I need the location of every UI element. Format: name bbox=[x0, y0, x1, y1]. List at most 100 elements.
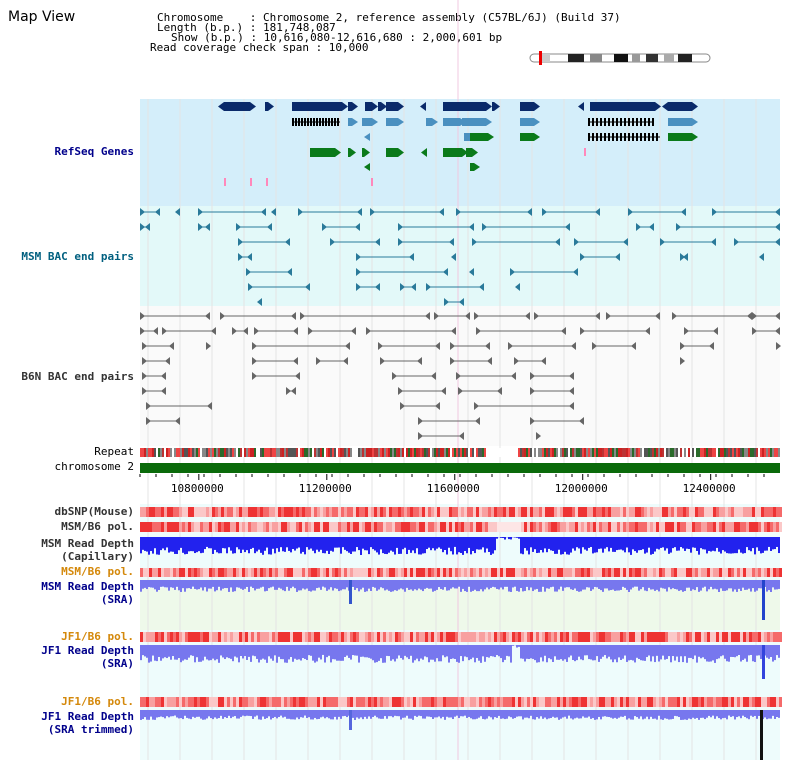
jf1-depth-trimmed bbox=[630, 710, 632, 720]
jf1-b6-pol-strip-1 bbox=[371, 632, 374, 642]
msm-b6-pol-label-2[interactable]: MSM/B6 pol. bbox=[61, 565, 134, 578]
jf1-depth-trimmed bbox=[240, 710, 242, 717]
msm-depth-sra-label[interactable]: MSM Read Depth bbox=[41, 580, 134, 593]
gene-arrow bbox=[534, 102, 540, 111]
msm-depth-sra bbox=[546, 580, 548, 589]
msm-bac-track-label[interactable]: MSM BAC end pairs bbox=[21, 250, 134, 263]
jf1-b6-pol-strip-1 bbox=[566, 632, 569, 642]
msm-b6-pol-strip-2 bbox=[167, 568, 170, 577]
jf1-depth-sra bbox=[214, 645, 216, 661]
msm-depth-capillary bbox=[640, 537, 642, 551]
dbsnp-strip bbox=[599, 507, 602, 517]
msm-depth-capillary bbox=[550, 537, 552, 551]
repeat-segment bbox=[714, 448, 716, 457]
jf1-depth-trimmed bbox=[298, 710, 300, 720]
jf1-b6-pol-strip-1 bbox=[338, 632, 341, 642]
jf1-depth-sra bbox=[704, 645, 706, 660]
repeat-segment bbox=[450, 448, 452, 457]
jf1-depth-sra bbox=[338, 645, 340, 661]
dbsnp-strip bbox=[596, 507, 599, 517]
msm-b6-pol-strip-2 bbox=[191, 568, 194, 577]
jf1-depth-sra-label[interactable]: JF1 Read Depth bbox=[41, 644, 134, 657]
repeat-segment bbox=[620, 448, 622, 457]
msm-b6-pol-strip-2 bbox=[752, 568, 755, 577]
jf1-depth-trimmed bbox=[202, 710, 204, 720]
msm-b6-pol-strip bbox=[539, 522, 542, 532]
msm-depth-sra bbox=[636, 580, 638, 587]
jf1-depth-sra bbox=[430, 645, 432, 660]
jf1-b6-pol-strip-2 bbox=[185, 697, 188, 707]
repeat-segment bbox=[208, 448, 210, 457]
jf1-depth-trimmed bbox=[506, 710, 508, 719]
b6n-bac-track-label[interactable]: B6N BAC end pairs bbox=[21, 370, 134, 383]
jf1-depth-trimmed bbox=[700, 710, 702, 718]
jf1-depth-trimmed-label[interactable]: JF1 Read Depth bbox=[41, 710, 134, 723]
gene-arrow bbox=[462, 148, 468, 157]
jf1-b6-pol-label-2[interactable]: JF1/B6 pol. bbox=[61, 695, 134, 708]
msm-depth-sra bbox=[196, 580, 198, 590]
bac-end bbox=[254, 327, 259, 335]
msm-b6-pol-strip bbox=[452, 522, 455, 532]
jf1-depth-sra bbox=[284, 645, 286, 663]
dbsnp-strip bbox=[725, 507, 728, 517]
bac-end bbox=[378, 342, 383, 350]
jf1-b6-pol-strip-1 bbox=[290, 632, 293, 642]
refseq-track-label[interactable]: RefSeq Genes bbox=[54, 145, 134, 158]
bac-end bbox=[776, 342, 781, 350]
gene-feature bbox=[348, 148, 350, 157]
bac-end bbox=[356, 253, 361, 261]
dbsnp-strip bbox=[590, 507, 593, 517]
bac-end bbox=[561, 327, 566, 335]
jf1-b6-pol-strip-1 bbox=[710, 632, 713, 642]
msm-b6-pol-label-1[interactable]: MSM/B6 pol. bbox=[61, 520, 134, 533]
repeat-segment bbox=[594, 448, 596, 457]
dbsnp-track-label[interactable]: dbSNP(Mouse) bbox=[54, 505, 134, 518]
dbsnp-strip bbox=[419, 507, 422, 517]
msm-b6-pol-strip-2 bbox=[350, 568, 353, 577]
msm-depth-sra bbox=[222, 580, 224, 589]
dbsnp-strip bbox=[767, 507, 770, 517]
jf1-b6-pol-label-1[interactable]: JF1/B6 pol. bbox=[61, 630, 134, 643]
repeat-segment bbox=[212, 448, 214, 457]
jf1-depth-sra bbox=[484, 645, 486, 662]
jf1-depth-sra bbox=[344, 645, 346, 657]
msm-b6-pol-strip-2 bbox=[710, 568, 713, 577]
msm-b6-pol-strip-2 bbox=[476, 568, 479, 577]
msm-b6-pol-strip bbox=[563, 522, 566, 532]
jf1-depth-sra bbox=[590, 645, 592, 660]
bac-end bbox=[435, 402, 440, 410]
bac-end bbox=[482, 223, 487, 231]
jf1-depth-sra bbox=[614, 645, 616, 660]
repeat-segment bbox=[464, 448, 466, 457]
jf1-depth-sra bbox=[706, 645, 708, 662]
msm-b6-pol-strip bbox=[353, 522, 356, 532]
msm-b6-pol-strip-2 bbox=[419, 568, 422, 577]
msm-depth-sra bbox=[420, 580, 422, 590]
msm-b6-pol-strip bbox=[371, 522, 374, 532]
msm-depth-sra bbox=[442, 580, 444, 590]
jf1-b6-pol-strip-1 bbox=[659, 632, 662, 642]
jf1-depth-trimmed-label-2: (SRA trimmed) bbox=[47, 723, 134, 736]
msm-b6-pol-strip-2 bbox=[356, 568, 359, 577]
msm-depth-sra bbox=[194, 580, 196, 589]
msm-depth-capillary bbox=[662, 537, 664, 548]
repeat-segment bbox=[372, 448, 374, 457]
msm-depth-sra bbox=[614, 580, 616, 591]
msm-depth-capillary-label[interactable]: MSM Read Depth bbox=[41, 537, 134, 550]
jf1-b6-pol-strip-2 bbox=[317, 697, 320, 707]
msm-depth-capillary bbox=[576, 537, 578, 548]
dbsnp-strip bbox=[713, 507, 716, 517]
show-range-info: Show (b.p.) : 10,616,080-12,616,680 : 2,… bbox=[171, 31, 503, 44]
gene-feature bbox=[492, 102, 494, 111]
chromosome-track-label[interactable]: chromosome 2 bbox=[54, 460, 134, 473]
repeat-segment bbox=[588, 448, 590, 457]
gene-exon bbox=[301, 118, 303, 126]
repeat-track-label[interactable]: Repeat bbox=[94, 445, 134, 458]
repeat-segment bbox=[404, 448, 406, 457]
jf1-depth-sra bbox=[336, 645, 338, 661]
jf1-b6-pol-strip-1 bbox=[161, 632, 164, 642]
chromosome-ideogram[interactable] bbox=[528, 51, 714, 65]
jf1-depth-trimmed bbox=[362, 710, 364, 720]
jf1-depth-trimmed bbox=[404, 710, 406, 718]
